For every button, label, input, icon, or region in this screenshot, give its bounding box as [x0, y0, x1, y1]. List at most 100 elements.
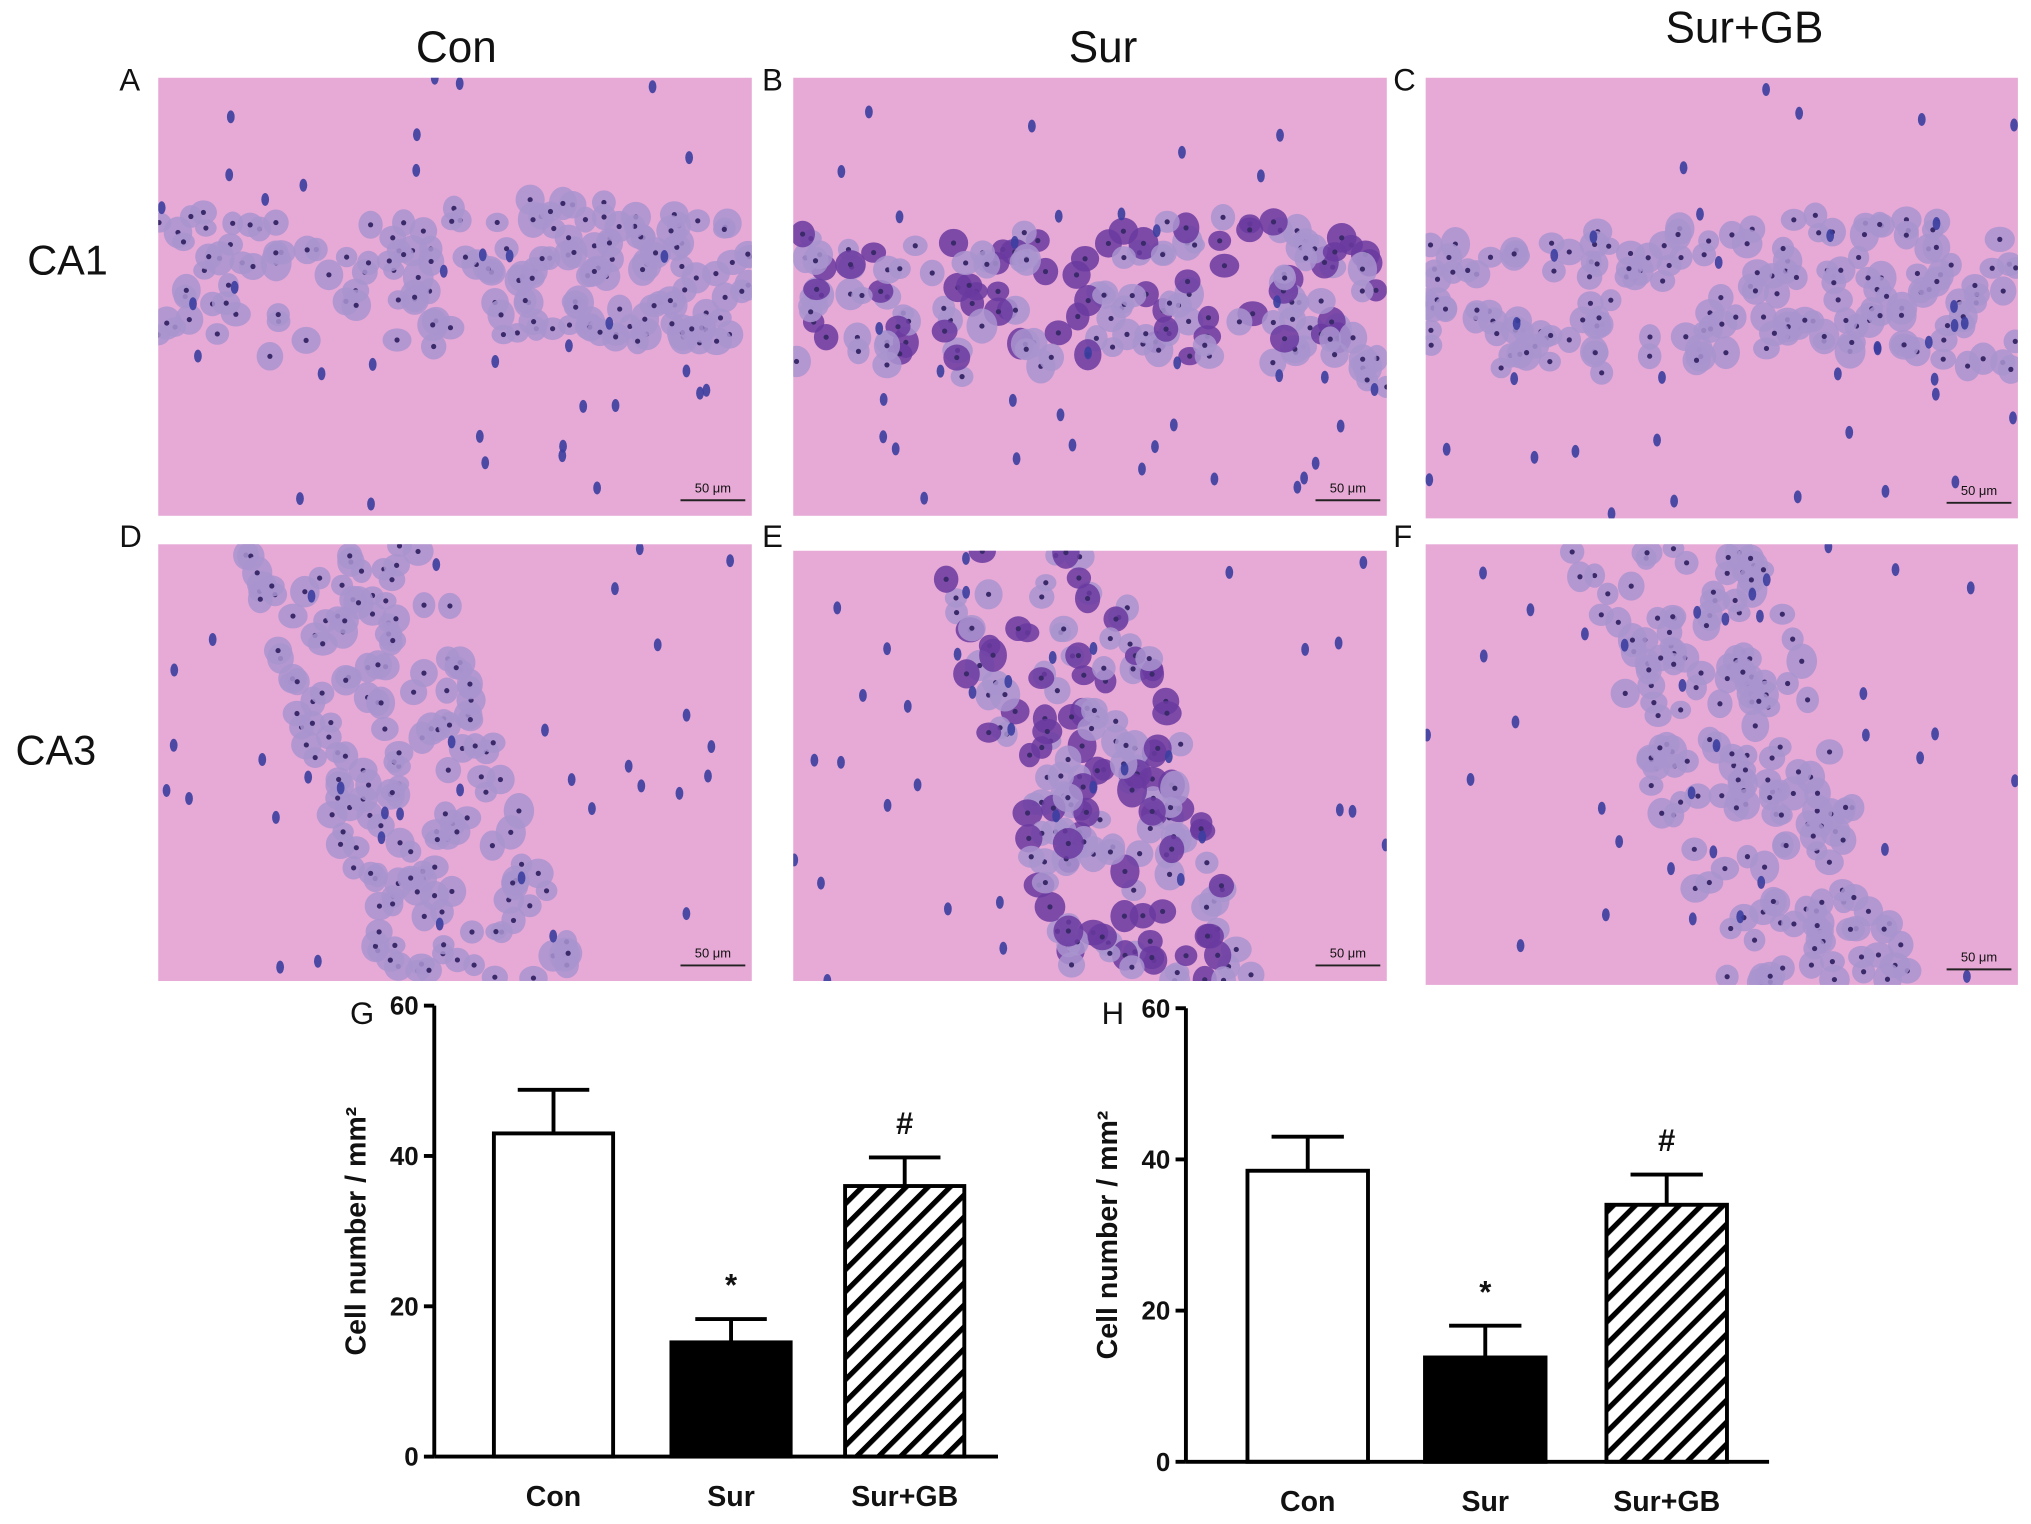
- nucleus: [342, 753, 348, 759]
- nucleus: [1156, 347, 1162, 353]
- nucleus: [1012, 307, 1019, 313]
- nucleus: [1149, 671, 1155, 677]
- nucleus: [1107, 950, 1113, 956]
- nucleus: [365, 782, 372, 788]
- glia: [170, 663, 179, 677]
- glia: [1653, 433, 1661, 447]
- glia: [1748, 587, 1757, 601]
- nucleus: [328, 719, 334, 726]
- nucleus: [320, 641, 326, 647]
- nucleus: [1270, 219, 1277, 225]
- bar: [1423, 1355, 1548, 1464]
- nucleus: [1835, 297, 1841, 303]
- nucleus: [1980, 356, 1986, 362]
- nucleus: [1183, 953, 1189, 959]
- column-label: Sur+GB: [1665, 4, 1823, 53]
- glia: [1273, 295, 1281, 309]
- nucleus: [389, 790, 395, 796]
- glia: [1615, 835, 1624, 849]
- glia: [837, 165, 846, 178]
- glia: [1795, 106, 1804, 120]
- nucleus: [642, 316, 648, 322]
- nucleus: [1660, 278, 1666, 284]
- nucleus: [1183, 225, 1189, 231]
- nucleus: [1723, 350, 1729, 356]
- nucleus: [188, 213, 194, 220]
- nucleus: [339, 582, 345, 588]
- nucleus: [1843, 317, 1849, 324]
- nucleus: [1069, 714, 1075, 720]
- nucleus: [1744, 854, 1751, 860]
- nucleus: [1511, 251, 1517, 257]
- nucleus: [390, 235, 396, 241]
- nucleus: [493, 929, 499, 935]
- scale-bar-label: 50 μm: [1961, 950, 1997, 965]
- nucleus: [1073, 272, 1080, 278]
- nucleus: [432, 864, 438, 870]
- nucleus: [847, 261, 854, 268]
- annotation: #: [1658, 1123, 1675, 1158]
- nucleus: [1785, 680, 1791, 687]
- nucleus: [1648, 782, 1654, 789]
- glia: [1425, 728, 1431, 742]
- glia: [567, 773, 576, 787]
- nucleus: [1626, 265, 1632, 272]
- nucleus: [1281, 336, 1288, 342]
- nucleus: [1675, 231, 1681, 238]
- scale-bar-label: 50 μm: [1330, 480, 1366, 495]
- nucleus: [1934, 278, 1940, 285]
- glia: [1510, 372, 1519, 386]
- nucleus: [1155, 745, 1161, 751]
- nucleus: [1044, 728, 1050, 735]
- glia: [891, 442, 900, 456]
- glia: [624, 759, 633, 773]
- nucleus: [543, 888, 550, 894]
- nucleus: [1093, 335, 1099, 341]
- glia: [1712, 739, 1721, 753]
- nucleus: [1693, 684, 1699, 691]
- glia: [817, 876, 825, 890]
- glia: [317, 367, 326, 381]
- nucleus: [1849, 339, 1855, 346]
- nucleus: [1944, 323, 1951, 329]
- y-tick-label: 40: [390, 1143, 419, 1171]
- nucleus: [959, 374, 965, 380]
- glia: [1512, 317, 1521, 331]
- nucleus: [1719, 321, 1725, 327]
- glia: [412, 128, 421, 142]
- nucleus: [230, 220, 236, 226]
- glia: [1336, 419, 1345, 433]
- glia: [517, 871, 526, 885]
- nucleus: [884, 362, 890, 368]
- nucleus: [206, 254, 212, 260]
- nucleus: [1765, 777, 1771, 783]
- nucleus: [396, 544, 403, 549]
- nucleus: [392, 942, 398, 948]
- nucleus: [986, 591, 992, 597]
- nucleus: [969, 625, 975, 631]
- nucleus: [467, 681, 473, 687]
- nucleus: [1105, 240, 1112, 247]
- nucleus: [516, 808, 522, 814]
- glia: [682, 708, 691, 722]
- nucleus: [1596, 315, 1602, 321]
- nucleus: [1666, 262, 1672, 269]
- glia: [261, 192, 270, 206]
- cell: [1425, 319, 1442, 341]
- glia: [1960, 316, 1969, 330]
- nucleus: [387, 957, 393, 963]
- glia: [1275, 369, 1284, 383]
- nucleus: [471, 962, 477, 968]
- panel-letter: F: [1393, 519, 1412, 554]
- nucleus: [1107, 849, 1114, 855]
- nucleus: [1101, 665, 1107, 671]
- glia: [1526, 603, 1535, 617]
- y-axis-label: Cell number / mm²: [1092, 1111, 1124, 1360]
- nucleus: [1099, 934, 1105, 940]
- nucleus: [303, 337, 309, 343]
- nucleus: [1645, 255, 1651, 261]
- nucleus: [233, 311, 239, 317]
- x-tick-label: Con: [526, 1481, 581, 1513]
- glia: [1688, 912, 1697, 926]
- nucleus: [667, 297, 673, 304]
